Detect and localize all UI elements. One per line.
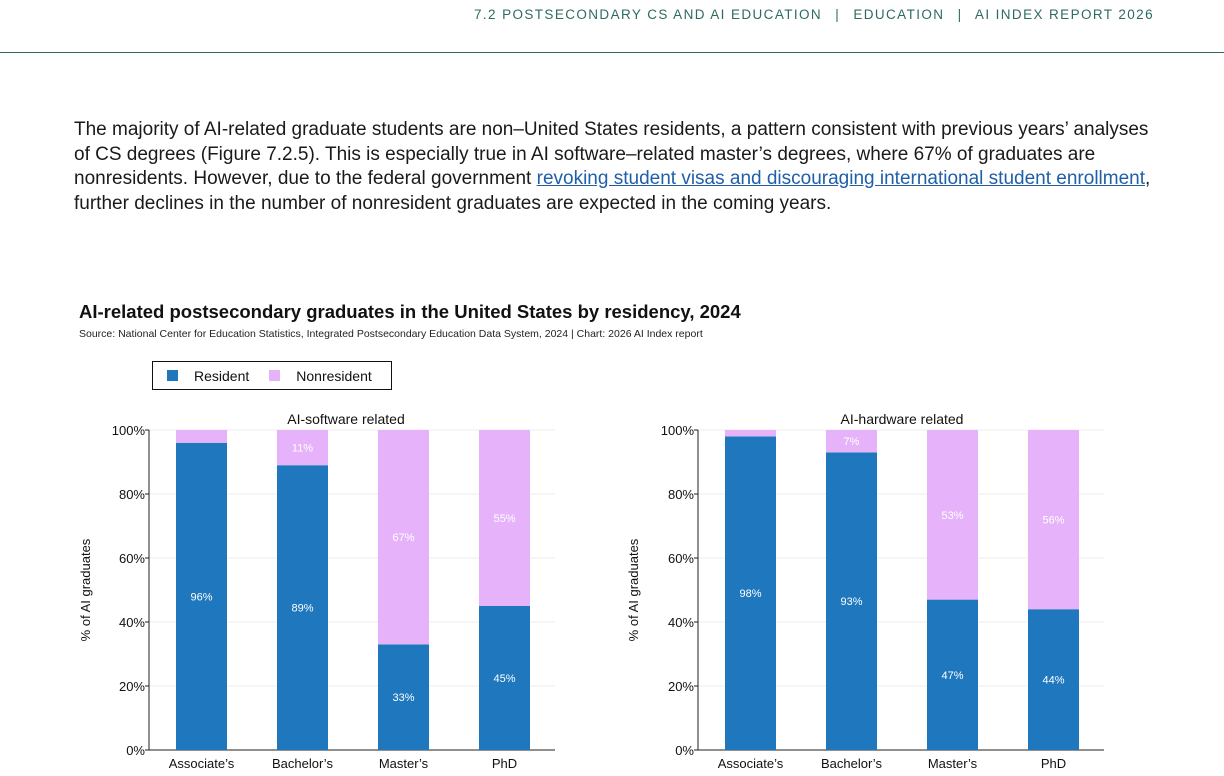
x-tick-label: PhD — [1041, 756, 1066, 771]
page-header: 7.2 POSTSECONDARY CS AND AI EDUCATION | … — [474, 7, 1154, 22]
data-label-nonresident: 67% — [392, 532, 414, 544]
chart-legend: Resident Nonresident — [152, 361, 392, 390]
x-tick-label: Bachelor’s — [272, 756, 333, 771]
bar-nonresident — [176, 430, 227, 443]
data-label-nonresident: 55% — [493, 513, 515, 525]
x-tick-label: Associate’s — [718, 756, 784, 771]
y-tick-label: 0% — [126, 743, 145, 758]
body-text: The majority of AI-related graduate stud… — [74, 119, 1149, 189]
x-tick-label: PhD — [492, 756, 517, 771]
body-text: , further declines in the number of nonr… — [74, 168, 1151, 214]
bar-resident — [277, 465, 328, 750]
data-label-resident: 33% — [392, 692, 414, 704]
bar-resident — [725, 436, 776, 750]
y-tick-label: 60% — [119, 551, 145, 566]
header-report: AI INDEX REPORT 2026 — [974, 7, 1154, 22]
header-divider — [0, 52, 1224, 53]
legend-swatch-resident — [167, 370, 178, 381]
x-tick-label: Associate’s — [169, 756, 235, 771]
data-label-nonresident: 53% — [941, 510, 963, 522]
bar-nonresident — [826, 430, 877, 453]
y-tick-label: 20% — [119, 679, 145, 694]
x-tick-label: Master’s — [928, 756, 978, 771]
header-separator: | — [835, 7, 841, 22]
y-tick-label: 80% — [119, 487, 145, 502]
legend-label-resident: Resident — [194, 367, 250, 384]
y-tick-label: 100% — [112, 423, 146, 438]
bar-resident — [176, 442, 227, 750]
y-axis-label: % of AI graduates — [626, 538, 641, 641]
x-tick-label: Master’s — [379, 756, 429, 771]
data-label-resident: 44% — [1042, 675, 1064, 687]
panel-title: AI-software related — [287, 411, 405, 427]
legend-label-nonresident: Nonresident — [296, 367, 372, 384]
bar-resident — [826, 452, 877, 750]
x-tick-label: Bachelor’s — [821, 756, 882, 771]
bar-nonresident — [378, 430, 429, 645]
legend-item-nonresident: Nonresident — [269, 368, 372, 384]
bar-nonresident — [277, 430, 328, 466]
bar-resident — [378, 644, 429, 750]
header-chapter: EDUCATION — [853, 7, 945, 22]
body-paragraph: The majority of AI-related graduate stud… — [74, 118, 1154, 216]
panel-title: AI-hardware related — [841, 411, 964, 427]
figure-source: Source: National Center for Education St… — [79, 328, 703, 340]
data-label-nonresident: 7% — [844, 436, 860, 448]
data-label-nonresident: 56% — [1042, 515, 1064, 527]
data-label-resident: 98% — [739, 588, 761, 600]
y-tick-label: 100% — [661, 423, 695, 438]
data-label-nonresident: 11% — [292, 443, 313, 455]
legend-item-resident: Resident — [167, 368, 249, 384]
y-tick-label: 40% — [119, 615, 145, 630]
y-axis-label: % of AI graduates — [78, 538, 93, 641]
data-label-resident: 89% — [291, 603, 313, 615]
header-separator: | — [957, 7, 963, 22]
legend-swatch-nonresident — [269, 370, 281, 381]
data-label-resident: 96% — [190, 591, 212, 603]
y-tick-label: 20% — [668, 679, 694, 694]
data-label-resident: 93% — [840, 596, 862, 608]
y-tick-label: 40% — [668, 615, 694, 630]
bar-nonresident — [479, 430, 530, 606]
bar-resident — [1028, 609, 1079, 750]
header-section: 7.2 POSTSECONDARY CS AND AI EDUCATION — [473, 7, 823, 22]
y-tick-label: 80% — [668, 487, 694, 502]
bar-resident — [927, 599, 978, 750]
data-label-resident: 47% — [941, 670, 963, 682]
visa-news-link[interactable]: revoking student visas and discouraging … — [536, 168, 1145, 189]
data-label-resident: 45% — [493, 673, 515, 685]
bar-nonresident — [927, 430, 978, 600]
bar-nonresident — [1028, 430, 1079, 610]
bar-resident — [479, 606, 530, 750]
y-tick-label: 0% — [675, 743, 694, 758]
bar-nonresident — [725, 430, 776, 437]
figure-title: AI-related postsecondary graduates in th… — [79, 301, 741, 322]
y-tick-label: 60% — [668, 551, 694, 566]
